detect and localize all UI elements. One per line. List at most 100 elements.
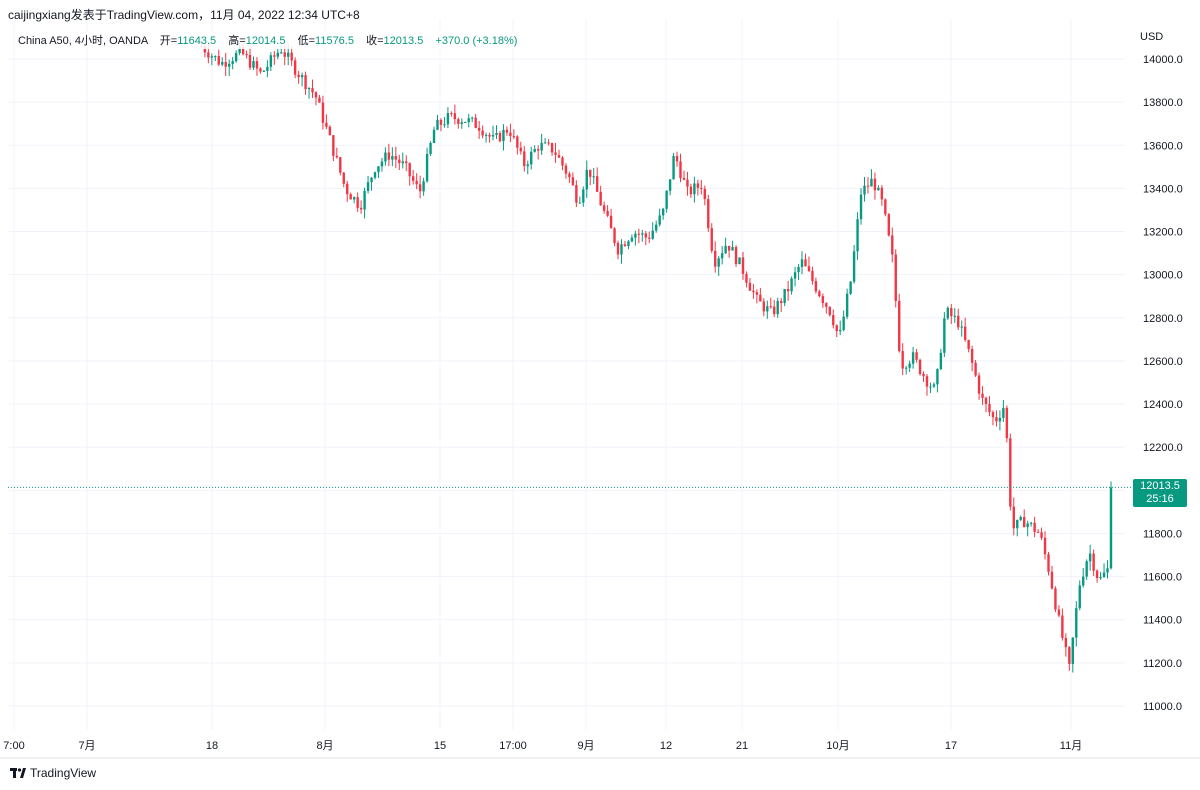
candle-body — [297, 74, 300, 78]
candle-body — [457, 119, 460, 124]
tradingview-brand[interactable]: TradingView — [10, 766, 96, 780]
candle-body — [311, 88, 314, 93]
candle-body — [960, 326, 963, 328]
y-tick-label: 14000.0 — [1143, 54, 1183, 66]
candle-body — [589, 169, 592, 177]
candle-body — [873, 178, 877, 191]
candle-body — [918, 359, 922, 374]
candle-body — [832, 315, 835, 326]
candle-body — [672, 156, 675, 180]
candle-body — [849, 281, 852, 294]
candle-body — [394, 156, 398, 160]
candle-body — [1022, 517, 1026, 528]
candle-body — [870, 178, 873, 187]
candle-body — [953, 315, 956, 317]
candle-body — [991, 412, 995, 418]
candle-body — [1054, 588, 1057, 610]
candle-body — [946, 307, 950, 319]
candle-body — [790, 278, 793, 292]
candle-body — [1040, 532, 1043, 538]
high-label: 高= — [228, 35, 246, 47]
candle-body — [432, 129, 436, 143]
candle-body — [828, 306, 831, 316]
y-tick-label: 12400.0 — [1143, 399, 1183, 411]
high-value: 12014.5 — [245, 35, 286, 47]
candle-body — [293, 60, 297, 75]
candle-body — [342, 172, 345, 184]
candle-body — [859, 194, 863, 220]
y-tick-label: 13000.0 — [1143, 270, 1183, 282]
candle-body — [668, 179, 672, 191]
candle-body — [981, 393, 984, 398]
candle-body — [891, 235, 894, 255]
candle-body — [689, 186, 693, 195]
candle-body — [807, 266, 811, 271]
candle-body — [370, 177, 373, 183]
candle-body — [564, 165, 568, 174]
candle-body — [550, 143, 554, 153]
y-tick-label: 11400.0 — [1143, 615, 1182, 627]
candle-body — [783, 288, 786, 304]
candle-body — [578, 202, 582, 204]
candle-body — [533, 149, 536, 152]
candle-body — [724, 245, 727, 254]
candle-body — [898, 300, 901, 352]
candle-body — [453, 113, 457, 120]
candle-body — [887, 214, 891, 236]
candle-body — [471, 117, 474, 119]
candle-body — [634, 233, 637, 238]
x-tick-label: 21 — [736, 740, 748, 752]
candle-body — [1082, 576, 1085, 586]
candle-body — [675, 156, 679, 162]
candle-body — [283, 52, 286, 57]
candle-body — [287, 52, 290, 57]
candle-body — [401, 161, 404, 164]
candle-body — [939, 352, 943, 370]
candle-body — [339, 157, 342, 173]
candle-body — [592, 176, 595, 178]
candle-body — [557, 155, 561, 158]
candle-body — [915, 352, 918, 360]
candle-body — [686, 179, 689, 187]
candle-body — [1078, 585, 1081, 609]
candle-body — [436, 119, 439, 130]
candle-body — [911, 352, 915, 364]
candle-body — [595, 176, 599, 192]
candle-body — [304, 75, 307, 90]
y-tick-label: 12600.0 — [1143, 356, 1183, 368]
candle-body — [221, 61, 224, 65]
candle-body — [818, 291, 821, 297]
candle-body — [495, 133, 498, 135]
candle-body — [585, 169, 588, 190]
candle-body — [679, 161, 682, 179]
x-tick-label: 7:00 — [3, 740, 24, 752]
candle-body — [571, 177, 575, 186]
candle-body — [418, 184, 422, 192]
x-tick-label: 17 — [945, 740, 957, 752]
candle-body — [519, 147, 523, 152]
candle-body — [290, 52, 293, 61]
candle-body — [536, 149, 540, 151]
y-tick-label: 13800.0 — [1143, 97, 1183, 109]
candle-body — [1068, 647, 1071, 664]
candle-body — [967, 339, 970, 350]
candle-body — [1088, 553, 1092, 562]
x-tick-label: 17:00 — [499, 740, 527, 752]
last-price-value: 12013.5 — [1140, 480, 1180, 492]
candle-body — [1071, 637, 1075, 664]
candle-body — [797, 266, 800, 273]
candle-body — [523, 151, 526, 167]
candle-body — [936, 369, 939, 385]
candle-body — [366, 182, 370, 191]
candle-body — [1036, 531, 1040, 533]
x-tick-label: 10月 — [826, 740, 849, 752]
open-value: 11643.5 — [177, 35, 217, 47]
candle-body — [377, 166, 380, 173]
candle-body — [234, 53, 238, 62]
candle-body — [498, 133, 502, 142]
countdown-timer: 25:16 — [1146, 493, 1174, 505]
x-tick-label: 7月 — [78, 740, 95, 752]
candle-body — [904, 367, 908, 369]
candle-body — [734, 247, 738, 265]
